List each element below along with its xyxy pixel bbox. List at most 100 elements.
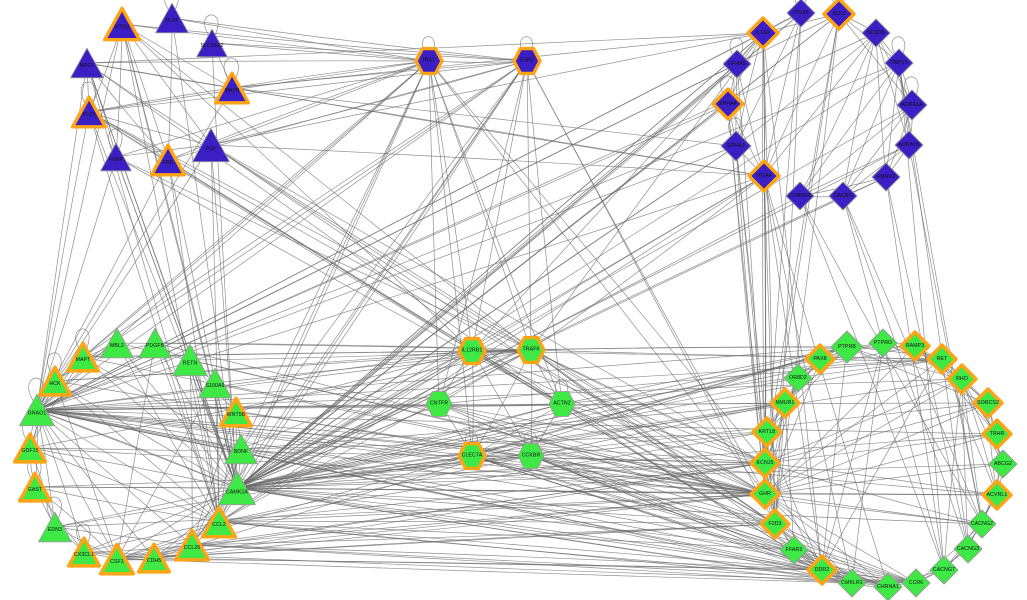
graph-node-kcnj5[interactable]: KCNJ5 — [749, 447, 781, 479]
graph-node-s100a9[interactable]: S100A9 — [198, 367, 232, 399]
graph-edge — [471, 175, 765, 352]
graph-node-edn3[interactable]: EDN3 — [38, 511, 72, 543]
graph-node-clec7a[interactable]: CLEC7A — [457, 441, 487, 471]
graph-node-epha3[interactable]: EPHA3 — [720, 130, 752, 162]
graph-node-cdh5[interactable]: CDH5 — [136, 542, 172, 574]
graph-node-chrna6[interactable]: CHRNA6 — [785, 181, 815, 211]
graph-node-flx2[interactable]: FLX2 — [70, 95, 108, 129]
graph-node-cmklr1[interactable]: CMKLR1 — [837, 568, 867, 598]
graph-node-hck[interactable]: HCK — [37, 365, 73, 397]
graph-node-ffar3[interactable]: FFAR3 — [779, 535, 809, 565]
graph-edge — [36, 60, 528, 411]
graph-node-cckbr[interactable]: CCKBR — [517, 443, 545, 469]
node-shape-triangle — [155, 2, 189, 34]
graph-node-traf6[interactable]: TRAF6 — [516, 335, 546, 365]
graph-node-trhr[interactable]: TRHR — [981, 418, 1013, 450]
graph-edge — [240, 402, 786, 450]
node-glyph — [198, 367, 232, 399]
graph-node-rho[interactable]: RHO — [946, 363, 978, 395]
graph-edge — [875, 32, 887, 178]
graph-node-ghr[interactable]: GHR — [749, 478, 781, 510]
graph-edge — [764, 358, 821, 495]
graph-node-acvrl1[interactable]: ACVRL1 — [981, 479, 1013, 511]
graph-node-plat[interactable]: PLAT — [155, 2, 189, 34]
node-glyph — [749, 447, 781, 479]
graph-node-ddr2[interactable]: DDR2 — [806, 554, 838, 586]
graph-edge — [36, 350, 473, 411]
node-glyph — [66, 536, 102, 568]
graph-node-klk3[interactable]: KLK3 — [822, 0, 856, 31]
graph-node-slc6a12[interactable]: SLC6A12 — [196, 28, 228, 58]
graph-node-gnao1[interactable]: GNAO1 — [19, 393, 55, 427]
graph-node-cacng2[interactable]: CACNG2 — [967, 509, 997, 539]
graph-node-gdf15[interactable]: GDF15 — [12, 432, 48, 464]
graph-edge — [236, 433, 998, 489]
graph-node-camk2a[interactable]: CAMK2A — [218, 470, 256, 506]
graph-edge — [236, 487, 983, 525]
graph-node-ccr6[interactable]: CCR6 — [901, 568, 931, 598]
graph-node-esr2[interactable]: ESR2 — [512, 46, 542, 76]
graph-node-fnbp[interactable]: FNBP — [100, 142, 132, 172]
node-glyph — [871, 162, 901, 192]
graph-node-wnt5b[interactable]: WNT5B — [218, 396, 254, 428]
graph-node-actn2[interactable]: ACTN2 — [548, 391, 576, 417]
graph-node-csf1[interactable]: CSF1 — [98, 542, 136, 576]
graph-node-adra1a[interactable]: ADRA1A — [896, 89, 928, 121]
graph-node-matn[interactable]: MATN — [213, 71, 251, 105]
graph-edge — [236, 63, 738, 489]
graph-edge — [29, 447, 766, 464]
node-glyph — [200, 505, 238, 539]
graph-node-itga8[interactable]: ITGA8 — [786, 0, 816, 28]
graph-node-ramp3[interactable]: RAMP3 — [899, 330, 931, 362]
graph-node-frk[interactable]: FRK — [149, 143, 187, 177]
graph-node-f2d3[interactable]: F2D3 — [759, 508, 791, 540]
graph-edge — [526, 60, 776, 525]
graph-node-cx3cl1[interactable]: CX3CL1 — [66, 536, 102, 568]
graph-node-ccl26[interactable]: CCL26 — [173, 528, 211, 562]
graph-node-adra1b[interactable]: ADRA1B — [894, 130, 924, 160]
graph-node-or8d2[interactable]: OR8D2 — [783, 363, 813, 393]
graph-node-cntfr[interactable]: CNTFR — [425, 391, 453, 417]
graph-node-epha4[interactable]: EPHA4 — [711, 87, 745, 121]
graph-edge — [764, 402, 989, 464]
graph-node-chrna1[interactable]: CHRNA1 — [873, 572, 903, 600]
self-loop-edge — [80, 81, 96, 107]
graph-node-ptprb[interactable]: PTPRB — [830, 330, 864, 364]
graph-node-sorcs2[interactable]: SORCS2 — [972, 387, 1004, 419]
self-loop-edge — [794, 0, 807, 8]
node-shape-triangle — [100, 327, 134, 359]
graph-edge — [530, 175, 765, 351]
graph-node-gast[interactable]: GAST — [17, 471, 53, 503]
graph-node-pgf[interactable]: PGF — [192, 127, 230, 163]
graph-node-nrg1[interactable]: NRG1 — [70, 47, 104, 79]
graph-node-bdnf[interactable]: BDNF — [224, 433, 258, 465]
graph-node-mtr2[interactable]: MTR2 — [102, 6, 142, 42]
graph-node-trpv1[interactable]: TRPV1 — [884, 48, 914, 78]
graph-node-il12rb1[interactable]: IL12RB1 — [457, 336, 487, 366]
graph-edge — [218, 493, 766, 523]
graph-edge — [210, 144, 532, 351]
graph-node-itga4[interactable]: ITGA4 — [747, 159, 781, 193]
graph-edge — [240, 431, 768, 450]
graph-node-cacng7[interactable]: CACNG7 — [929, 555, 959, 585]
graph-node-il1r2[interactable]: IL1R2 — [746, 16, 780, 50]
graph-node-scn3b[interactable]: SCN3B — [861, 18, 891, 48]
graph-node-pdgfb[interactable]: PDGFB — [138, 327, 172, 359]
graph-node-amhr2[interactable]: AMHR2 — [871, 162, 901, 192]
graph-node-mapt[interactable]: MAPT — [65, 341, 101, 373]
graph-node-mbl2[interactable]: MBL2 — [100, 327, 134, 359]
graph-node-nmur1[interactable]: NMUR1 — [769, 387, 801, 419]
graph-node-cacng3[interactable]: CACNG3 — [953, 534, 983, 564]
graph-node-krt18[interactable]: KRT18 — [751, 416, 783, 448]
graph-node-abcg2[interactable]: ABCG2 — [988, 449, 1018, 479]
graph-node-irs1[interactable]: IRS1 — [414, 46, 444, 76]
self-loop-edge — [164, 0, 179, 13]
graph-edge — [115, 60, 430, 158]
node-shape-triangle — [70, 47, 104, 79]
node-glyph — [873, 572, 903, 600]
graph-node-ptpro2[interactable]: PTPRO — [868, 328, 898, 358]
graph-node-cacng[interactable]: CACNG — [828, 181, 858, 211]
graph-node-epha5[interactable]: EPHA5 — [722, 49, 752, 79]
